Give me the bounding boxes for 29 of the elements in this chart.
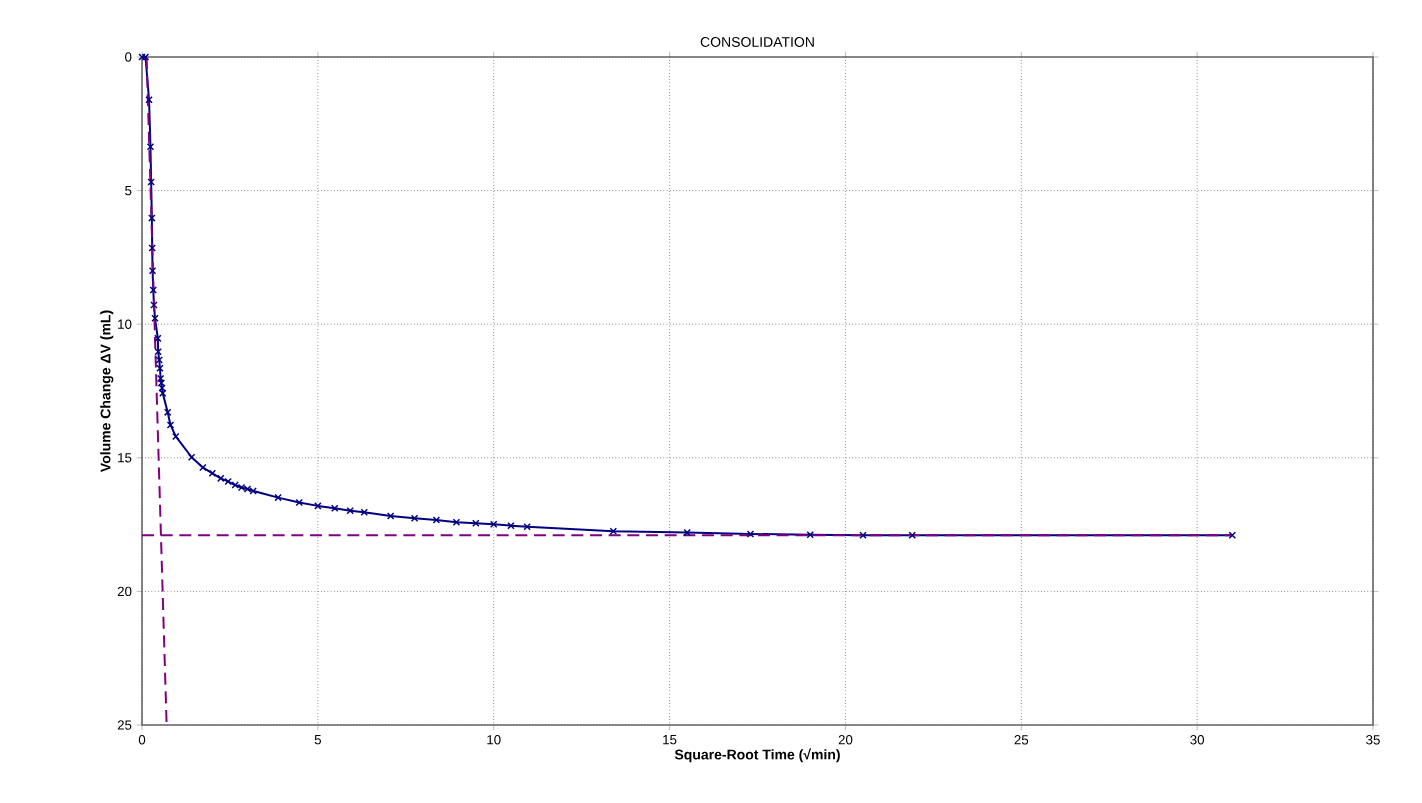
chart-title: CONSOLIDATION (700, 37, 814, 47)
point (330, 504, 339, 513)
y-tick-label: 0 (125, 52, 132, 62)
y-tick-label: 20 (117, 586, 132, 597)
point (360, 508, 369, 517)
x-axis-title: Square-Root Time (√min) (674, 748, 840, 763)
y-tick-label: 5 (125, 185, 132, 196)
x-tick-label: 0 (138, 735, 146, 745)
point (148, 214, 156, 222)
x-tick-label: 30 (1190, 735, 1205, 745)
x-tick-label: 25 (1014, 735, 1029, 745)
point (489, 520, 498, 529)
x-tick-label: 35 (1366, 735, 1380, 745)
point (806, 530, 815, 539)
point (158, 384, 166, 392)
point (150, 301, 158, 309)
x-tick-label: 20 (838, 735, 853, 745)
point (1228, 531, 1237, 540)
point (138, 53, 146, 61)
y-axis-title: Volume Change ΔV (mL) (100, 310, 114, 473)
y-tick-label: 25 (117, 720, 132, 730)
point (908, 531, 917, 540)
x-tick-label: 10 (487, 735, 501, 745)
point (472, 519, 480, 528)
x-tick-label: 5 (314, 735, 322, 745)
point (314, 502, 322, 510)
x-tick-label: 15 (663, 735, 677, 745)
y-tick-label: 15 (118, 453, 132, 463)
y-tick-label: 10 (118, 319, 132, 329)
